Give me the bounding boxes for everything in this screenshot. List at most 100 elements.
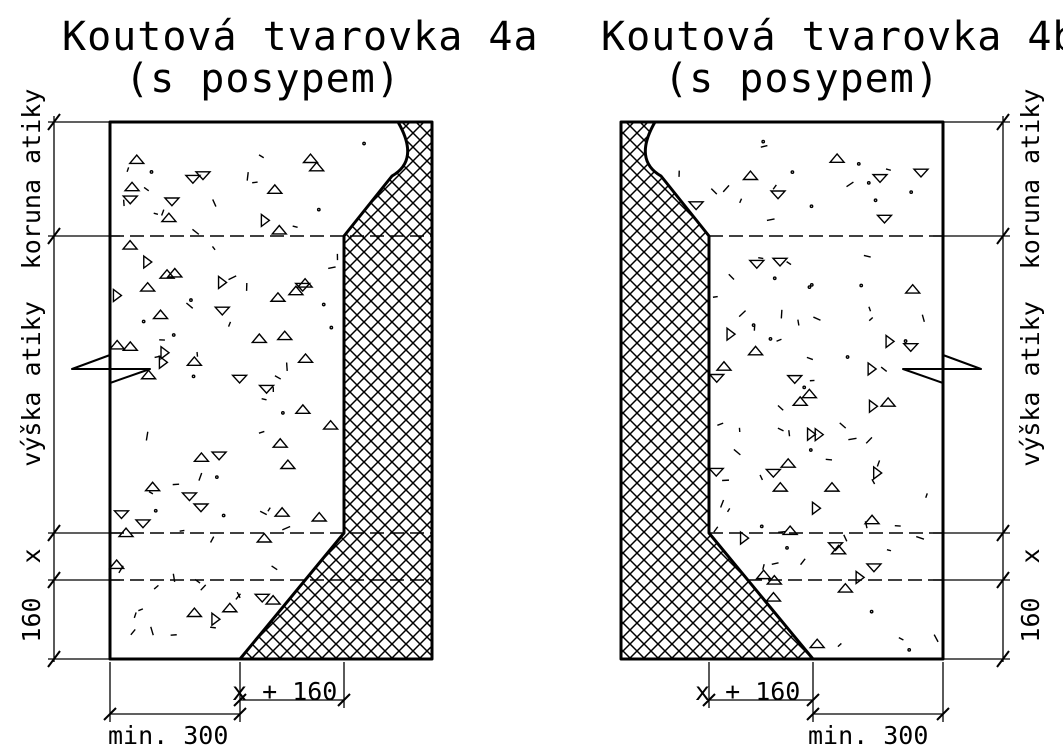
aggregate-mark: [217, 275, 228, 290]
aggregate-mark: [274, 375, 282, 380]
aggregate-mark: [809, 204, 814, 209]
aggregate-mark: [112, 510, 131, 520]
aggregate-mark: [880, 366, 888, 372]
aggregate-mark: [909, 190, 914, 195]
aggregate-mark: [231, 374, 249, 385]
title-4a-line1: Koutová tvarovka 4a: [62, 14, 539, 60]
aggregate-mark: [143, 254, 153, 270]
aggregate-mark: [687, 201, 705, 211]
label-x160-4b: x + 160: [695, 677, 800, 706]
aggregate-mark: [719, 499, 725, 508]
label-x160-4a: x + 160: [232, 677, 337, 706]
aggregate-mark: [214, 475, 219, 480]
aggregate-mark: [143, 186, 150, 192]
aggregate-mark: [872, 465, 883, 481]
aggregate-mark: [185, 606, 203, 618]
aggregate-mark: [758, 257, 764, 260]
aggregate-mark: [154, 355, 161, 359]
label-koruna-atiky-4a: koruna atiky: [17, 89, 46, 270]
aggregate-mark: [869, 609, 874, 614]
aggregate-mark: [868, 306, 872, 312]
aggregate-mark: [121, 239, 139, 250]
aggregate-mark: [276, 330, 294, 341]
aggregate-mark: [264, 594, 282, 605]
aggregate-mark: [153, 584, 159, 590]
hatched-region-4b: [621, 122, 813, 659]
aggregate-mark: [260, 213, 271, 228]
aggregate-mark: [748, 259, 766, 270]
aggregate-mark: [211, 246, 216, 251]
aggregate-mark: [108, 558, 126, 570]
aggregate-mark: [859, 283, 864, 288]
aggregate-mark: [808, 448, 813, 452]
aggregate-mark: [728, 273, 735, 280]
aggregate-mark: [221, 602, 239, 613]
aggregate-mark: [133, 612, 137, 619]
label-koruna-atiky-4b: koruna atiky: [1016, 89, 1045, 270]
aggregate-mark: [280, 411, 285, 415]
aggregate-mark: [321, 302, 326, 307]
aggregate-mark: [811, 500, 822, 516]
aggregate-mark: [790, 170, 795, 175]
aggregate-mark: [322, 419, 340, 430]
aggregate-mark: [845, 355, 850, 359]
aggregate-mark: [258, 154, 265, 159]
aggregate-mark: [800, 388, 818, 399]
aggregate-mark: [250, 332, 268, 344]
aggregate-mark: [158, 268, 176, 279]
aggregate-mark: [134, 519, 152, 529]
aggregate-mark: [846, 181, 854, 188]
aggregate-mark: [144, 481, 162, 492]
aggregate-mark: [271, 437, 289, 448]
aggregate-mark: [266, 183, 284, 194]
aggregate-fill-4a: [108, 141, 366, 636]
aggregate-mark: [139, 281, 157, 292]
aggregate-mark: [764, 468, 782, 479]
aggregate-mark: [814, 427, 825, 443]
aggregate-mark: [302, 153, 320, 164]
aggregate-mark: [771, 562, 779, 566]
aggregate-mark: [166, 267, 184, 278]
aggregate-mark: [808, 638, 826, 649]
label-vyska-atiky-4b: výška atiky: [1016, 301, 1045, 467]
aggregate-mark: [160, 345, 171, 361]
aggregate-mark: [715, 360, 733, 371]
aggregate-mark: [707, 467, 725, 478]
aggregate-mark: [108, 339, 126, 350]
aggregate-mark: [828, 152, 846, 164]
aggregate-mark: [751, 323, 756, 328]
aggregate-mark: [759, 524, 764, 529]
aggregate-mark: [823, 481, 841, 492]
aggregate-mark: [160, 212, 178, 223]
aggregate-mark: [868, 316, 874, 322]
aggregate-mark: [776, 338, 782, 342]
aggregate-mark: [185, 302, 194, 309]
aggregate-mark: [875, 214, 894, 225]
aggregate-mark: [760, 144, 768, 148]
aggregate-mark: [863, 514, 881, 525]
aggregate-mark: [836, 582, 854, 593]
aggregate-mark: [150, 626, 154, 636]
aggregate-mark: [138, 608, 144, 612]
aggregate-mark: [761, 139, 766, 144]
aggregate-mark: [807, 285, 812, 290]
aggregate-mark: [825, 458, 833, 461]
aggregate-mark: [848, 437, 857, 441]
aggregate-mark: [189, 298, 193, 302]
aggregate-mark: [194, 171, 212, 181]
aggregate-mark: [200, 584, 207, 591]
aggregate-mark: [362, 141, 366, 146]
aggregate-mark: [726, 508, 731, 513]
aggregate-mark: [192, 503, 210, 513]
aggregate-mark: [863, 254, 871, 258]
aggregate-mark: [261, 397, 267, 401]
label-x-4a: x: [17, 548, 46, 563]
aggregate-mark: [160, 209, 165, 216]
aggregate-mark: [128, 153, 146, 165]
aggregate-mark: [764, 591, 782, 602]
aggregate-mark: [258, 430, 265, 434]
aggregate-mark: [813, 316, 821, 321]
aggregate-mark: [933, 634, 939, 643]
aggregate-mark: [184, 174, 202, 185]
